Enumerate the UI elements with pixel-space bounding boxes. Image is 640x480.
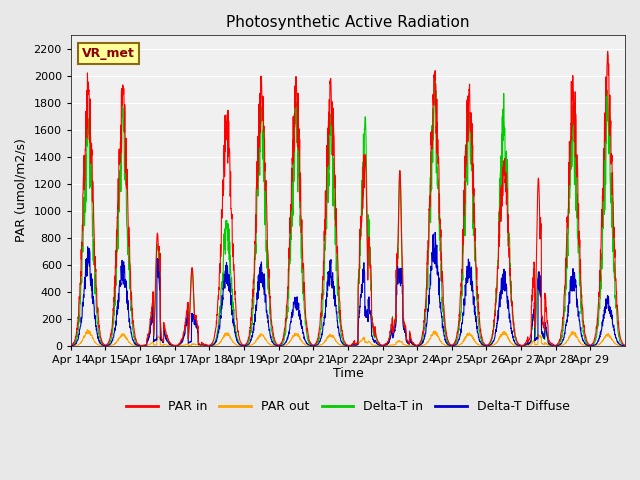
X-axis label: Time: Time <box>333 367 364 381</box>
Text: VR_met: VR_met <box>82 47 135 60</box>
Y-axis label: PAR (umol/m2/s): PAR (umol/m2/s) <box>15 139 28 242</box>
Legend: PAR in, PAR out, Delta-T in, Delta-T Diffuse: PAR in, PAR out, Delta-T in, Delta-T Dif… <box>122 396 575 418</box>
Title: Photosynthetic Active Radiation: Photosynthetic Active Radiation <box>226 15 470 30</box>
